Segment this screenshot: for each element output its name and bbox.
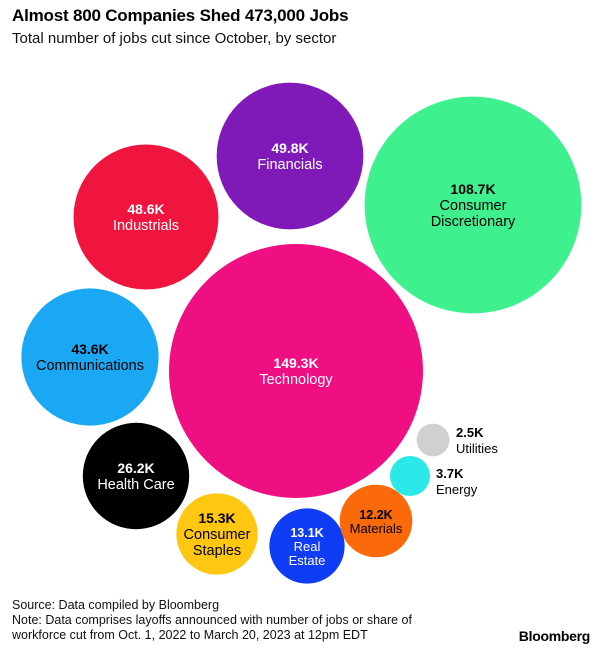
category-label-health-care: Health Care bbox=[97, 477, 174, 493]
chart-subtitle: Total number of jobs cut since October, … bbox=[12, 30, 337, 47]
data-note-line-2: workforce cut from Oct. 1, 2022 to March… bbox=[12, 628, 368, 642]
data-note-line-1: Note: Data comprises layoffs announced w… bbox=[12, 613, 412, 627]
bubble-energy bbox=[390, 456, 430, 496]
bubble-industrials bbox=[73, 144, 219, 290]
category-label-communications: Communications bbox=[36, 358, 144, 374]
category-label-consumer-discretionary: Discretionary bbox=[431, 214, 516, 230]
value-label-consumer-staples: 15.3K bbox=[198, 510, 235, 526]
category-label-energy: Energy bbox=[436, 482, 478, 497]
bubble-real-estate bbox=[269, 508, 345, 584]
category-label-materials: Materials bbox=[350, 521, 403, 536]
source-note: Source: Data compiled by Bloomberg bbox=[12, 598, 220, 612]
value-label-health-care: 26.2K bbox=[117, 460, 154, 476]
category-label-consumer-discretionary: Consumer bbox=[440, 198, 507, 214]
value-label-technology: 149.3K bbox=[273, 355, 318, 371]
bloomberg-logo: Bloomberg bbox=[518, 628, 591, 644]
bubble-financials bbox=[216, 82, 364, 230]
category-label-technology: Technology bbox=[259, 372, 333, 388]
value-label-energy: 3.7K bbox=[436, 466, 464, 481]
category-label-real-estate: Real bbox=[294, 539, 321, 554]
value-label-utilities: 2.5K bbox=[456, 425, 484, 440]
bubble-communications bbox=[21, 288, 159, 426]
category-label-industrials: Industrials bbox=[113, 218, 179, 234]
category-label-utilities: Utilities bbox=[456, 441, 498, 456]
bubble-consumer-discretionary bbox=[364, 96, 582, 314]
value-label-materials: 12.2K bbox=[359, 508, 392, 522]
category-label-consumer-staples: Consumer bbox=[184, 527, 251, 543]
value-label-financials: 49.8K bbox=[271, 140, 308, 156]
value-label-real-estate: 13.1K bbox=[290, 526, 323, 540]
chart-title: Almost 800 Companies Shed 473,000 Jobs bbox=[12, 6, 349, 25]
category-label-real-estate: Estate bbox=[289, 553, 326, 568]
value-label-industrials: 48.6K bbox=[127, 201, 164, 217]
bubble-utilities bbox=[416, 423, 450, 457]
category-label-financials: Financials bbox=[257, 157, 322, 173]
category-label-consumer-staples: Staples bbox=[193, 543, 241, 559]
bubble-technology bbox=[169, 244, 423, 498]
bubble-health-care bbox=[82, 422, 190, 530]
bubble-consumer-staples bbox=[176, 493, 258, 575]
value-label-consumer-discretionary: 108.7K bbox=[450, 181, 495, 197]
bubble-materials bbox=[339, 484, 413, 558]
value-label-communications: 43.6K bbox=[71, 341, 108, 357]
chart-footer: Source: Data compiled by Bloomberg Note:… bbox=[12, 598, 412, 643]
